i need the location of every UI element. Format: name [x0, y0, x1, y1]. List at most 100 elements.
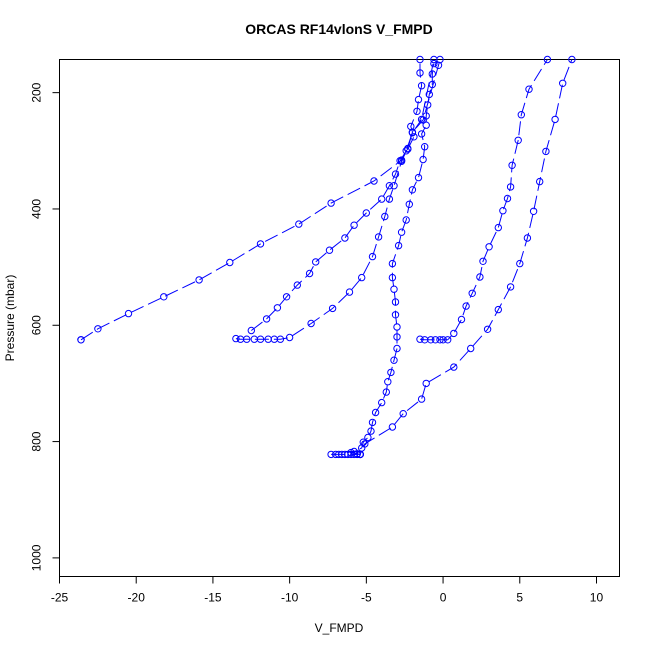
data-point [430, 59, 438, 68]
x-tick-label: 10 [590, 591, 604, 605]
data-point [325, 246, 334, 254]
x-axis: -25 -20 -15 -10 -5 0 5 10 [51, 576, 604, 605]
data-point [419, 155, 427, 164]
data-point [226, 258, 234, 267]
data-point [402, 147, 410, 155]
data-point [397, 228, 406, 236]
x-tick-label: 0 [440, 591, 447, 605]
data-point [485, 243, 493, 251]
data-point [378, 195, 386, 203]
chart-title: ORCAS RF14vlonS V_FMPD [245, 21, 432, 37]
x-tick-label: -15 [204, 591, 222, 605]
data-point [362, 209, 370, 217]
y-tick-label: 400 [30, 199, 44, 219]
data-point [416, 69, 424, 77]
x-tick-label: 5 [516, 591, 523, 605]
data-point [529, 207, 538, 216]
data-point [436, 55, 444, 64]
data-point [361, 440, 369, 448]
data-point [390, 182, 398, 190]
series-line [419, 59, 548, 341]
data-point [444, 336, 452, 344]
data-point [439, 336, 447, 344]
data-point [428, 80, 436, 89]
x-tick-label: -10 [281, 591, 299, 605]
y-tick-label: 1000 [30, 544, 44, 571]
data-point [479, 257, 487, 265]
data-point [160, 293, 168, 301]
plot-area-frame [59, 59, 620, 577]
data-point [393, 323, 401, 331]
data-point [416, 55, 424, 64]
data-point [387, 368, 395, 377]
data-point [506, 283, 515, 291]
data-point [378, 398, 386, 407]
data-point [350, 221, 358, 229]
data-point [416, 335, 424, 343]
data-point [358, 273, 366, 282]
data-point [368, 418, 377, 427]
data-point [312, 258, 320, 266]
data-point [396, 157, 404, 165]
data-point [559, 79, 567, 88]
series-4 [416, 55, 552, 344]
data-point [450, 329, 458, 338]
data-point [293, 281, 301, 289]
data-point [232, 334, 240, 343]
data-point [399, 410, 407, 418]
data-point [307, 319, 315, 328]
series-3 [247, 55, 444, 335]
data-point [402, 216, 410, 224]
data-point [385, 195, 394, 203]
y-tick-label: 200 [30, 82, 44, 102]
data-point [523, 234, 532, 242]
data-point [282, 293, 291, 301]
data-point [94, 325, 102, 333]
data-point [494, 223, 502, 232]
data-point [305, 269, 314, 278]
data-point [368, 252, 377, 261]
y-axis-label: Pressure (mbar) [3, 275, 17, 362]
data-point [374, 233, 383, 241]
series-2 [232, 55, 438, 343]
x-tick-label: -5 [361, 591, 372, 605]
data-point [341, 234, 349, 242]
data-point [543, 55, 552, 64]
data-point [425, 90, 433, 99]
series-1 [77, 55, 426, 344]
data-point [247, 326, 256, 335]
x-tick-label: -20 [128, 591, 146, 605]
data-point [422, 379, 430, 388]
data-point [384, 378, 392, 386]
data-point [431, 336, 440, 344]
data-point [404, 144, 412, 153]
data-point [353, 450, 361, 459]
y-tick-label: 600 [30, 315, 44, 335]
data-point [457, 315, 466, 324]
data-point [424, 101, 432, 109]
data-point [388, 259, 397, 268]
data-point [243, 335, 251, 343]
series-5 [347, 59, 438, 459]
data-point [517, 111, 525, 119]
data-point [417, 395, 426, 403]
data-point [516, 259, 524, 268]
data-point [468, 289, 476, 297]
data-point [391, 170, 400, 178]
data-point [413, 107, 421, 116]
data-point [371, 408, 380, 417]
data-point [450, 363, 458, 371]
data-point [195, 276, 203, 284]
x-tick-label: -25 [51, 591, 69, 605]
data-point [328, 304, 337, 313]
data-series-layer [77, 55, 576, 459]
data-point [551, 115, 559, 124]
data-point [536, 177, 544, 186]
data-point [422, 112, 430, 120]
data-point [390, 285, 398, 293]
data-point [467, 344, 475, 353]
data-point [327, 199, 335, 207]
data-point [506, 183, 515, 191]
data-point [295, 220, 303, 228]
